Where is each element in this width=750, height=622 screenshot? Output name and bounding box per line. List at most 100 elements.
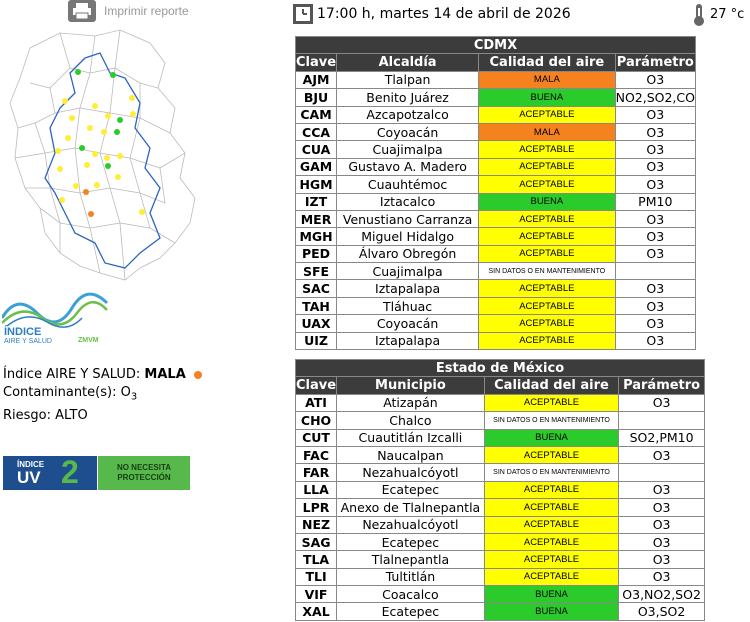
station-code: VIF (294, 585, 338, 604)
logo-subtitle: AIRE Y SALUD (4, 338, 52, 345)
table-row: GAM Gustavo A. Madero ACEPTABLE O3 (294, 157, 697, 177)
table-row: LPR Anexo de Tlalnepantla ACEPTABLE O3 (294, 498, 705, 517)
index-value: MALA (144, 367, 186, 382)
uv-index-value-box: ÍNDICE UV 2 (3, 454, 97, 490)
col-clave: Clave (294, 53, 338, 72)
station-location: Coacalco (336, 585, 485, 604)
station-location: Ecatepec (336, 480, 485, 500)
air-quality-cell: ACEPTABLE (478, 157, 616, 177)
air-quality-cell: ACEPTABLE (483, 515, 620, 534)
table-row: CUT Cuautitlán Izcalli BUENA SO2,PM10 (294, 428, 705, 447)
air-quality-cell: ACEPTABLE (483, 480, 620, 500)
station-code: ATI (294, 393, 338, 413)
air-quality-cell: ACEPTABLE (483, 393, 620, 413)
table-row: LLA Ecatepec ACEPTABLE O3 (294, 480, 705, 500)
parameter-cell: O3 (618, 515, 705, 534)
station-location: Cuajimalpa (336, 262, 480, 281)
uv-index-badge: ÍNDICE UV 2 NO NECESITA PROTECCIÓN (3, 454, 190, 490)
uv-label-bottom: UV (17, 468, 41, 487)
air-quality-cell: ACEPTABLE (483, 532, 620, 552)
print-report-label: Imprimir reporte (104, 4, 189, 18)
col-parametro: Parámetro (618, 376, 705, 395)
station-location: Nezahualcóyotl (336, 463, 485, 482)
parameter-cell: O3,SO2 (618, 602, 705, 621)
station-code: LLA (294, 480, 338, 500)
station-location: Álvaro Obregón (336, 244, 480, 264)
station-location: Cuajimalpa (336, 140, 480, 159)
municipality-borders (9, 29, 196, 281)
station-location: Venustiano Carranza (336, 209, 480, 229)
station-markers (55, 69, 145, 217)
air-quality-cell: ACEPTABLE (478, 244, 616, 264)
air-quality-cell: ACEPTABLE (478, 331, 616, 351)
table-row: SAG Ecatepec ACEPTABLE O3 (294, 532, 705, 552)
station-location: Miguel Hidalgo (336, 227, 480, 246)
table-row: FAC Naucalpan ACEPTABLE O3 (294, 445, 705, 465)
parameter-cell: SO2,PM10 (618, 428, 705, 447)
col-parametro: Parámetro (614, 53, 697, 72)
air-quality-cell: ACEPTABLE (483, 445, 620, 465)
table-row: MER Venustiano Carranza ACEPTABLE O3 (294, 209, 697, 229)
parameter-cell: O3 (614, 175, 697, 194)
station-code: PED (294, 244, 338, 264)
parameter-cell (618, 411, 705, 430)
thermometer-icon (694, 4, 704, 26)
table-row: ATI Atizapán ACEPTABLE O3 (294, 393, 705, 413)
table-row: PED Álvaro Obregón ACEPTABLE O3 (294, 244, 697, 264)
station-location: Chalco (336, 411, 485, 430)
parameter-cell (618, 463, 705, 482)
table-row: UIZ Iztapalapa ACEPTABLE O3 (294, 331, 697, 351)
parameter-cell: O3 (618, 550, 705, 569)
station-location: Cuauhtémoc (336, 175, 480, 194)
parameter-cell: O3 (614, 209, 697, 229)
air-quality-cell: SIN DATOS O EN MANTENIMIENTO (478, 262, 616, 281)
parameter-cell: O3 (614, 157, 697, 177)
station-location: Nezahualcóyotl (336, 515, 485, 534)
station-code: SAC (294, 279, 338, 298)
index-status-dot (193, 370, 202, 379)
air-quality-cell: ACEPTABLE (478, 314, 616, 333)
logo-zone: ZMVM (78, 337, 99, 344)
parameter-cell: O3 (618, 393, 705, 413)
print-report-button[interactable]: Imprimir reporte (68, 0, 189, 22)
station-location: Naucalpan (336, 445, 485, 465)
station-location: Atizapán (336, 393, 485, 413)
parameter-cell: O3,NO2,SO2 (618, 585, 705, 604)
station-code: XAL (294, 602, 338, 621)
table-row: CUA Cuajimalpa ACEPTABLE O3 (294, 140, 697, 159)
table-row: MGH Miguel Hidalgo ACEPTABLE O3 (294, 227, 697, 246)
station-code: SAG (294, 532, 338, 552)
parameter-cell: PM10 (614, 192, 697, 211)
parameter-cell: O3 (614, 70, 697, 90)
table-row: SAC Iztapalapa ACEPTABLE O3 (294, 279, 697, 298)
parameter-cell (614, 262, 697, 281)
parameter-cell: O3 (618, 567, 705, 587)
index-line: Índice AIRE Y SALUD: MALA (3, 366, 202, 384)
top-bar: 17:00 h, martes 14 de abril de 2026 27 °… (293, 4, 750, 26)
station-code: SFE (294, 262, 338, 281)
risk-line: Riesgo: ALTO (3, 407, 202, 425)
station-location: Anexo de Tlalnepantla (336, 498, 485, 517)
air-quality-cell: ACEPTABLE (478, 140, 616, 159)
parameter-cell: O3 (614, 331, 697, 351)
table-row: UAX Coyoacán ACEPTABLE O3 (294, 314, 697, 333)
air-quality-summary: Índice AIRE Y SALUD: MALA Contaminante(s… (3, 366, 202, 425)
parameter-cell: O3 (618, 498, 705, 517)
edomex-table-title: Estado de México (295, 358, 705, 378)
table-row: XAL Ecatepec BUENA O3,SO2 (294, 602, 705, 621)
clock-icon (293, 4, 313, 24)
station-code: CHO (294, 411, 338, 430)
air-quality-cell: ACEPTABLE (478, 227, 616, 246)
parameter-cell: O3 (614, 227, 697, 246)
table-row: CAM Azcapotzalco ACEPTABLE O3 (294, 105, 697, 124)
parameter-cell: O3 (614, 314, 697, 333)
air-quality-cell: ACEPTABLE (478, 105, 616, 124)
air-quality-cell: BUENA (483, 428, 620, 447)
air-quality-cell: BUENA (478, 88, 616, 107)
report-datetime: 17:00 h, martes 14 de abril de 2026 (317, 6, 571, 22)
parameter-cell: O3 (614, 122, 697, 142)
edomex-table-header: Clave Municipio Calidad del aire Parámet… (294, 376, 705, 395)
table-row: IZT Iztacalco BUENA PM10 (294, 192, 697, 211)
station-location: Gustavo A. Madero (336, 157, 480, 177)
cdmx-table-body: AJM Tlalpan MALA O3 BJU Benito Juárez BUENA NO2… (294, 70, 697, 351)
